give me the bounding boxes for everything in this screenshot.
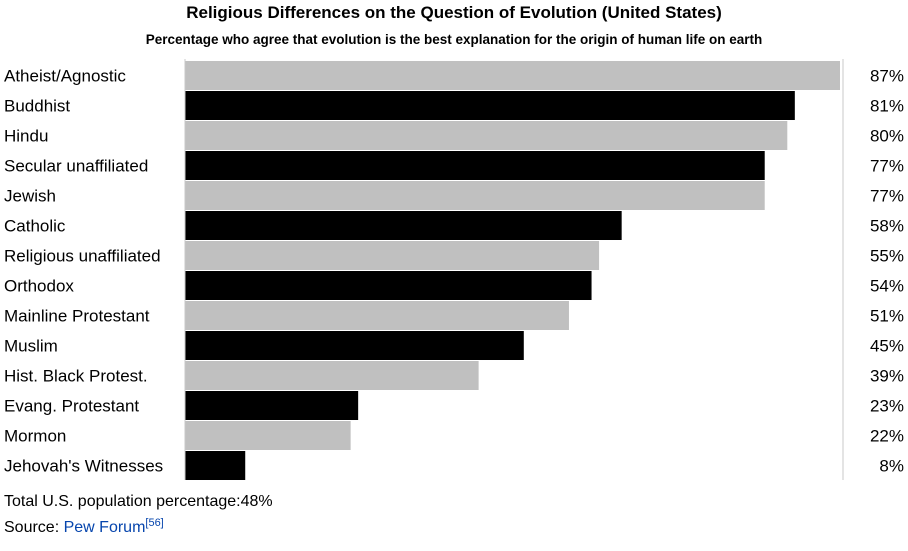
category-label: Secular unaffiliated [4, 157, 148, 176]
value-label: 81% [870, 97, 904, 116]
category-label: Buddhist [4, 97, 70, 116]
category-label: Hindu [4, 127, 48, 146]
category-label: Atheist/Agnostic [4, 67, 126, 86]
category-label: Catholic [4, 217, 66, 236]
value-label: 77% [870, 187, 904, 206]
value-label: 77% [870, 157, 904, 176]
chart-title: Religious Differences on the Question of… [186, 3, 722, 22]
category-label: Jehovah's Witnesses [4, 457, 163, 476]
bar [185, 61, 840, 90]
value-label: 45% [870, 337, 904, 356]
value-label: 51% [870, 307, 904, 326]
source-link[interactable]: Pew Forum [63, 519, 146, 536]
bar [185, 391, 359, 420]
total-population-note: Total U.S. population percentage:48% [4, 493, 273, 510]
category-label: Jewish [4, 187, 56, 206]
bar [185, 211, 622, 240]
category-label: Mormon [4, 427, 66, 446]
category-label: Mainline Protestant [4, 307, 150, 326]
value-label: 58% [870, 217, 904, 236]
value-label: 23% [870, 397, 904, 416]
category-label: Religious unaffiliated [4, 247, 161, 266]
value-label: 55% [870, 247, 904, 266]
bar [185, 451, 246, 480]
category-label: Evang. Protestant [4, 397, 139, 416]
bar [185, 121, 788, 150]
value-label: 54% [870, 277, 904, 296]
bar [185, 151, 765, 180]
value-label: 8% [879, 457, 904, 476]
bar [185, 331, 524, 360]
bar [185, 361, 479, 390]
value-label: 39% [870, 367, 904, 386]
chart-subtitle: Percentage who agree that evolution is t… [145, 32, 763, 47]
category-label: Muslim [4, 337, 58, 356]
category-label: Hist. Black Protest. [4, 367, 148, 386]
bar [185, 91, 795, 120]
bar [185, 421, 351, 450]
bar [185, 301, 569, 330]
source-line: Source: Pew Forum[56] [4, 518, 164, 538]
value-label: 80% [870, 127, 904, 146]
bar-chart: Atheist/Agnostic 87% Buddhist 81% Hindu 80% Se… [4, 59, 904, 480]
bar [185, 271, 592, 300]
bar [185, 181, 765, 210]
bar [185, 241, 600, 270]
category-label: Orthodox [4, 277, 74, 296]
value-label: 87% [870, 67, 904, 86]
value-label: 22% [870, 427, 904, 446]
source-prefix: Source: [4, 519, 64, 536]
source-reference-link[interactable]: [56] [145, 517, 164, 529]
